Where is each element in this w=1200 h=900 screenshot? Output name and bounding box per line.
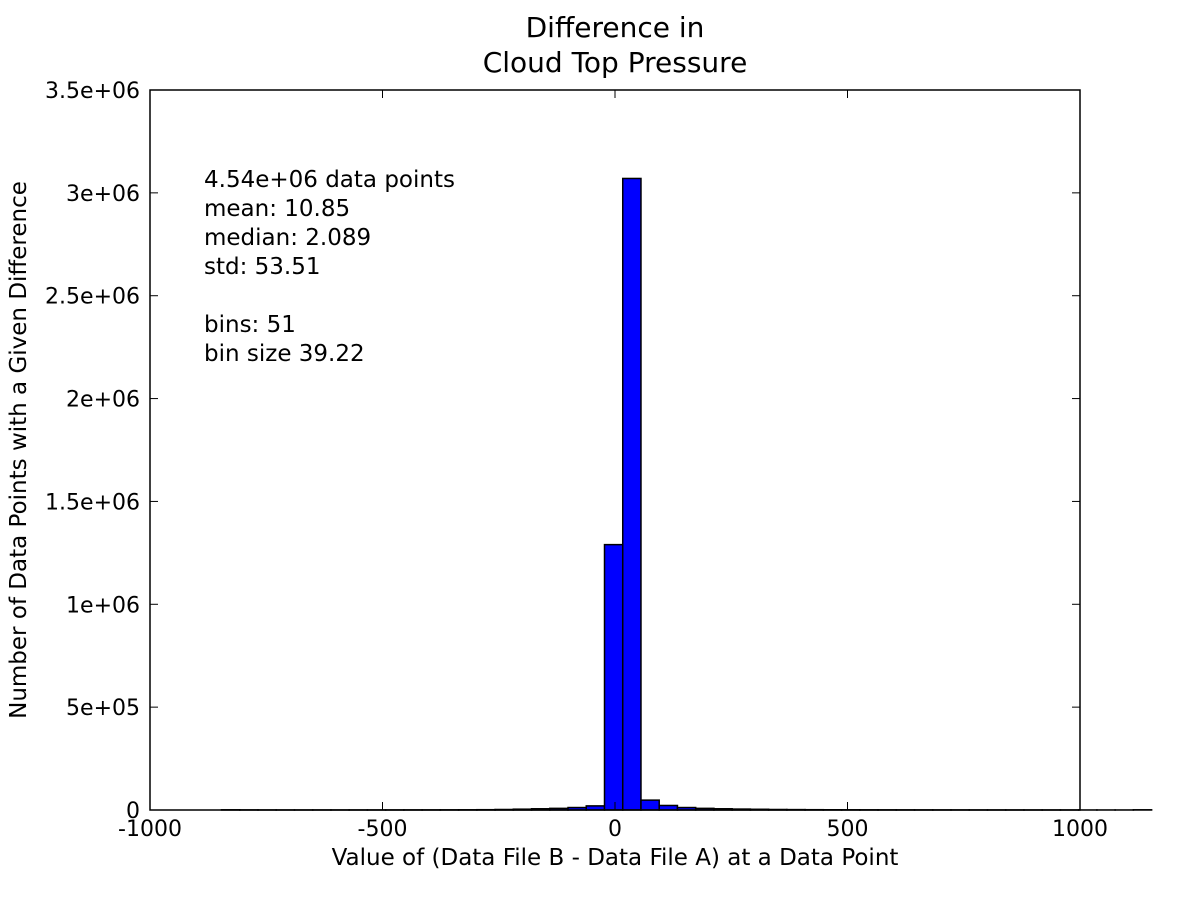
x-tick-label: -1000 <box>118 817 182 842</box>
stats-line: mean: 10.85 <box>204 196 350 222</box>
y-tick-label: 5e+05 <box>66 696 140 721</box>
x-axis-label: Value of (Data File B - Data File A) at … <box>332 845 899 871</box>
chart-title-line-1: Difference in <box>526 11 705 44</box>
stats-annotation: 4.54e+06 data points mean: 10.85 median: 2… <box>204 167 455 367</box>
y-tick-label: 2e+06 <box>66 388 140 413</box>
plot-frame <box>149 89 1081 811</box>
histogram-bar <box>640 799 660 811</box>
chart-title-line-2: Cloud Top Pressure <box>483 46 748 79</box>
stats-line: 4.54e+06 data points <box>204 167 455 193</box>
y-tick-label: 1e+06 <box>66 593 140 618</box>
y-tick-label: 3.5e+06 <box>45 79 140 104</box>
stats-line: median: 2.089 <box>204 225 371 251</box>
axis-ticks: -1000 -500 0 500 1000 0 5e+05 1e+06 1.5e+06 2e+06… <box>45 79 1108 842</box>
x-tick-label: -500 <box>358 817 408 842</box>
y-tick-label: 1.5e+06 <box>45 490 140 515</box>
stats-line: bins: 51 <box>204 312 296 338</box>
y-axis-label: Number of Data Points with a Given Diffe… <box>6 181 32 719</box>
stats-line: std: 53.51 <box>204 254 321 280</box>
histogram-bar <box>621 177 642 811</box>
y-tick-label: 2.5e+06 <box>45 285 140 310</box>
stats-line: bin size 39.22 <box>204 341 365 367</box>
y-tick-label: 0 <box>126 799 140 824</box>
x-tick-label: 500 <box>827 817 869 842</box>
histogram-bar <box>603 543 624 811</box>
histogram-bars <box>220 177 1153 811</box>
x-tick-label: 0 <box>608 817 622 842</box>
y-tick-label: 3e+06 <box>66 182 140 207</box>
x-tick-label: 1000 <box>1052 817 1108 842</box>
